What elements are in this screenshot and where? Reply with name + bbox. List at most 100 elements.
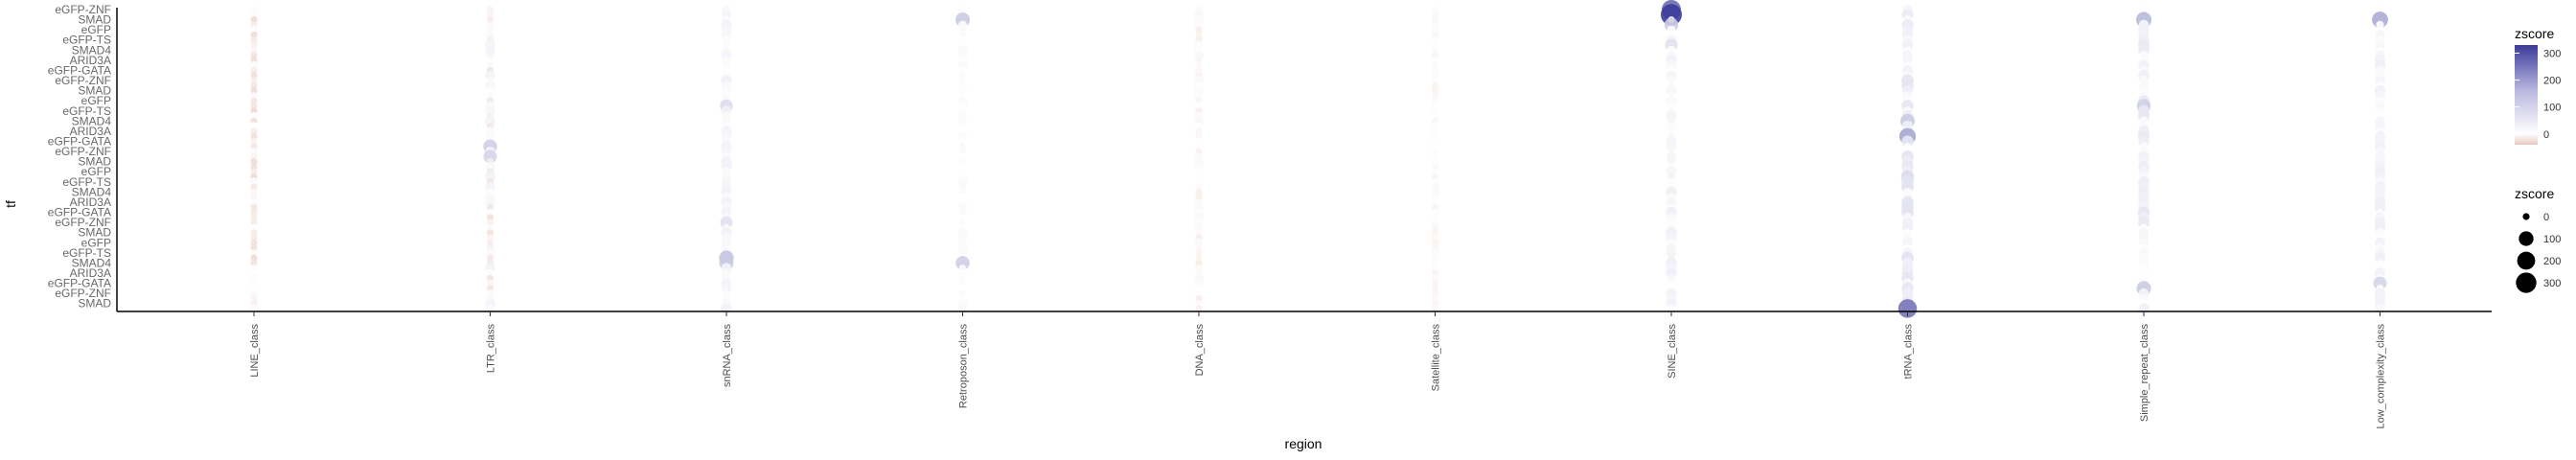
point-DNA_class-row48 — [1195, 249, 1203, 257]
point-DNA_class-row32 — [1195, 168, 1203, 175]
point-LTR_class-row11 — [486, 61, 494, 69]
x-tick-label-LTR_class: LTR_class — [486, 324, 497, 374]
point-Satellite_class-row1 — [1431, 11, 1439, 18]
point-DNA_class-row47 — [1195, 243, 1203, 252]
size-legend-title: zscore — [2515, 186, 2554, 201]
y-tick-label: SMAD — [78, 297, 111, 310]
point-DNA_class-row27 — [1195, 142, 1203, 150]
point-Low_complexity_class-row54 — [2373, 276, 2387, 290]
point-DNA_class-row31 — [1194, 162, 1204, 172]
point-LTR_class-row2 — [486, 15, 494, 24]
point-Retroposon_class-row22 — [958, 117, 967, 125]
color-legend-label-100: 100 — [2543, 103, 2561, 114]
point-Retroposon_class-row29 — [958, 152, 967, 161]
point-DNA_class-row5 — [1195, 31, 1203, 39]
y-tick-label: SMAD4 — [72, 185, 112, 198]
point-Retroposon_class-row39 — [957, 202, 968, 212]
point-LINE_class-row27 — [250, 143, 258, 150]
x-tick-label-Low_complexity_class: Low_complexity_class — [2376, 324, 2387, 429]
point-LINE_class-row45 — [250, 234, 258, 242]
point-LTR_class-row39 — [486, 203, 494, 211]
point-LTR_class-row41 — [486, 214, 494, 221]
point-LTR_class-row22 — [485, 115, 495, 126]
y-tick-label: eGFP-GATA — [48, 63, 111, 77]
point-LTR_class-row31 — [485, 161, 495, 172]
point-LINE_class-row28 — [250, 148, 258, 155]
point-LINE_class-row8 — [250, 46, 258, 54]
point-Satellite_class-row34 — [1431, 178, 1439, 186]
point-LINE_class-row56 — [250, 289, 258, 297]
point-Satellite_class-row58 — [1431, 300, 1439, 308]
point-DNA_class-row58 — [1195, 300, 1203, 308]
point-LTR_class-row49 — [486, 254, 494, 262]
point-SINE_class-row14 — [1667, 76, 1676, 85]
point-LINE_class-row44 — [250, 229, 258, 237]
point-Satellite_class-row35 — [1431, 183, 1439, 191]
point-LTR_class-row40 — [486, 208, 494, 217]
point-SINE_class-row1 — [1661, 4, 1682, 26]
point-LTR_class-row38 — [485, 196, 495, 208]
point-LTR_class-row46 — [486, 239, 494, 246]
y-tick-label: SMAD4 — [72, 256, 112, 269]
point-Satellite_class-row6 — [1431, 36, 1439, 44]
point-Retroposon_class-row51 — [958, 264, 967, 272]
point-DNA_class-row50 — [1195, 259, 1203, 267]
x-tick-label-Satellite_class: Satellite_class — [1431, 324, 1442, 392]
size-legend-label-0: 0 — [2543, 212, 2549, 223]
point-LINE_class-row11 — [249, 60, 259, 70]
point-Satellite_class-row31 — [1431, 163, 1439, 171]
y-tick-label: eGFP-TS — [62, 34, 111, 47]
point-LINE_class-row34 — [249, 177, 259, 187]
y-tick-label: eGFP-GATA — [48, 134, 111, 148]
point-LINE_class-row38 — [249, 197, 259, 207]
size-legend-key-300 — [2516, 272, 2537, 293]
point-LINE_class-row55 — [250, 284, 258, 292]
point-Satellite_class-row26 — [1431, 137, 1439, 146]
point-LINE_class-row31 — [250, 163, 258, 171]
point-DNA_class-row12 — [1195, 66, 1203, 75]
point-Satellite_class-row5 — [1431, 31, 1439, 39]
point-DNA_class-row51 — [1195, 264, 1203, 272]
point-DNA_class-row41 — [1194, 212, 1204, 222]
point-Retroposon_class-row21 — [957, 111, 968, 121]
point-LTR_class-row44 — [486, 229, 494, 237]
point-Satellite_class-row2 — [1431, 15, 1439, 24]
point-LINE_class-row17 — [250, 92, 258, 100]
x-tick-label-Retroposon_class: Retroposon_class — [958, 324, 970, 409]
x-tick-label-snRNA_class: snRNA_class — [722, 324, 733, 388]
y-axis-title: tf — [3, 200, 18, 208]
point-LINE_class-row42 — [250, 218, 258, 226]
point-tRNA_class-row26 — [1901, 135, 1914, 148]
size-legend: zscore 0 100 200 300 — [2515, 186, 2561, 293]
point-DNA_class-row57 — [1195, 294, 1203, 303]
point-LINE_class-row5 — [250, 31, 258, 39]
point-LTR_class-row52 — [486, 268, 494, 278]
y-tick-label: eGFP-TS — [62, 246, 111, 260]
point-Satellite_class-row46 — [1431, 239, 1439, 246]
point-Satellite_class-row13 — [1431, 71, 1439, 80]
point-DNA_class-row35 — [1195, 183, 1203, 191]
point-Retroposon_class-row44 — [957, 227, 968, 238]
point-DNA_class-row43 — [1194, 222, 1204, 233]
point-LTR_class-row17 — [486, 92, 494, 100]
point-Satellite_class-row56 — [1431, 289, 1439, 297]
y-tick-label: SMAD — [78, 13, 111, 27]
y-tick-label: eGFP-GATA — [48, 206, 111, 219]
point-DNA_class-row56 — [1195, 289, 1203, 297]
point-LINE_class-row13 — [250, 72, 258, 80]
point-tRNA_class-row10 — [1902, 55, 1913, 66]
point-tRNA_class-row7 — [1901, 39, 1914, 51]
point-SINE_class-row29 — [1666, 151, 1677, 162]
x-tick-labels: LINE_class LTR_class snRNA_class Retroposon… — [249, 311, 2387, 428]
point-SINE_class-row16 — [1666, 85, 1677, 96]
point-DNA_class-row4 — [1195, 26, 1203, 34]
y-tick-label: eGFP-ZNF — [55, 145, 111, 158]
point-LINE_class-row47 — [250, 243, 258, 252]
point-LINE_class-row48 — [250, 249, 258, 257]
point-Retroposon_class-row3 — [958, 20, 967, 30]
point-Satellite_class-row43 — [1431, 223, 1439, 231]
point-LINE_class-row6 — [250, 36, 258, 44]
point-snRNA_class-row10 — [723, 57, 730, 64]
point-snRNA_class-row42 — [720, 216, 733, 229]
point-DNA_class-row10 — [1195, 57, 1203, 64]
